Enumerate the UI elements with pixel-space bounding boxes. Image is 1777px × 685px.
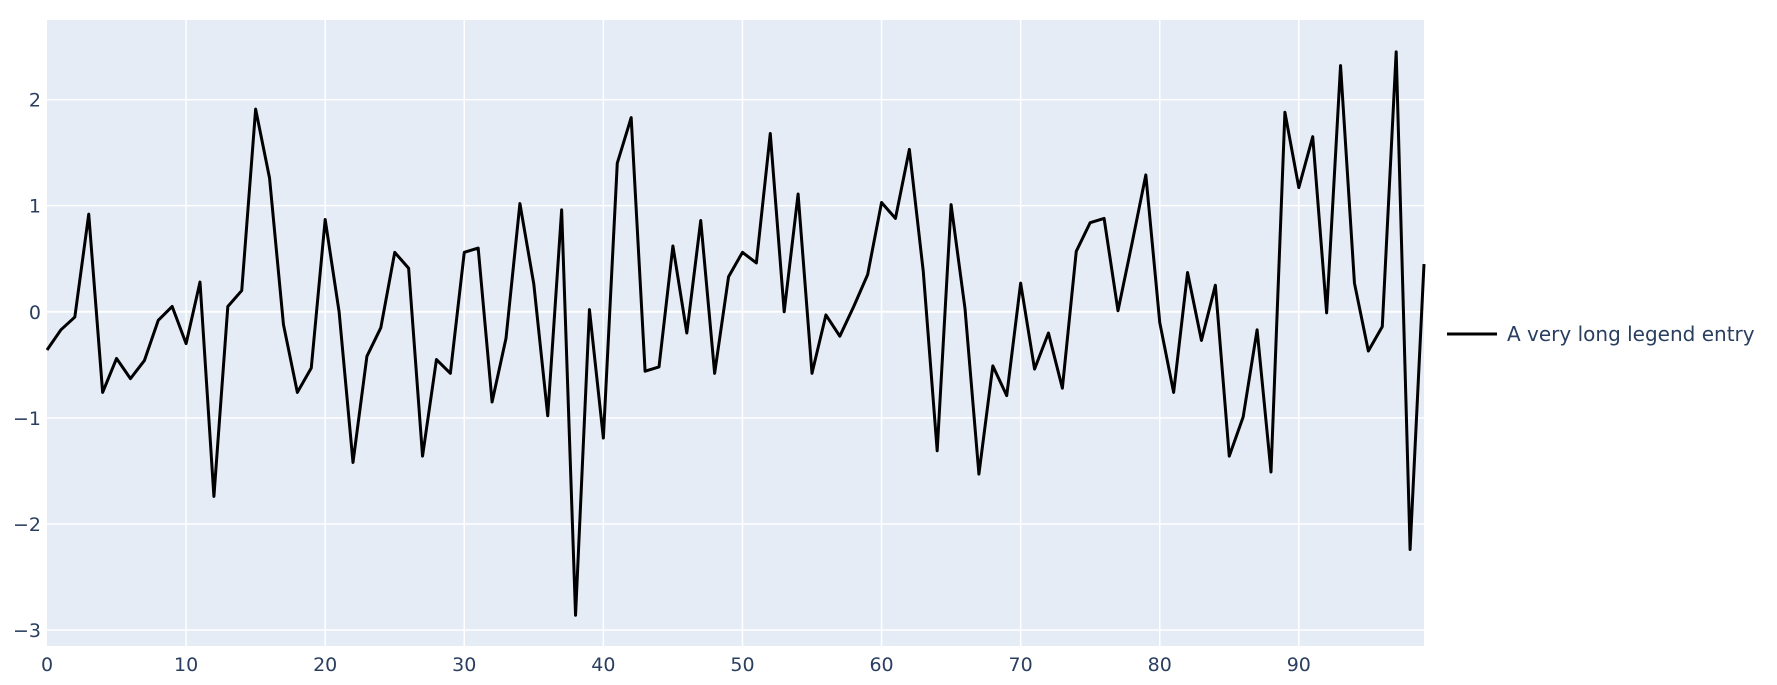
x-gridlines — [185, 20, 1300, 646]
x-tick-labels: 0 10 20 30 40 50 60 70 80 90 — [41, 654, 1311, 676]
x-tick-label: 90 — [1287, 654, 1311, 676]
x-tick-label: 80 — [1148, 654, 1172, 676]
series-line — [45, 50, 1426, 617]
x-tick-label: 50 — [730, 654, 754, 676]
y-tick-label: 0 — [29, 302, 41, 324]
x-tick-label: 20 — [313, 654, 337, 676]
plot-background — [47, 20, 1424, 646]
x-tick-label: 40 — [591, 654, 615, 676]
legend[interactable]: A very long legend entry — [1447, 322, 1755, 346]
x-tick-label: 0 — [41, 654, 53, 676]
x-tick-label: 70 — [1009, 654, 1033, 676]
x-tick-label: 60 — [869, 654, 893, 676]
y-tick-label: −2 — [13, 514, 41, 536]
y-tick-label: −1 — [13, 408, 41, 430]
x-tick-label: 10 — [174, 654, 198, 676]
y-tick-label: 1 — [29, 196, 41, 218]
legend-label: A very long legend entry — [1507, 322, 1755, 346]
x-tick-label: 30 — [452, 654, 476, 676]
y-tick-label: 2 — [29, 90, 41, 112]
y-tick-label: −3 — [13, 620, 41, 642]
y-tick-labels: −3 −2 −1 0 1 2 — [13, 90, 41, 643]
